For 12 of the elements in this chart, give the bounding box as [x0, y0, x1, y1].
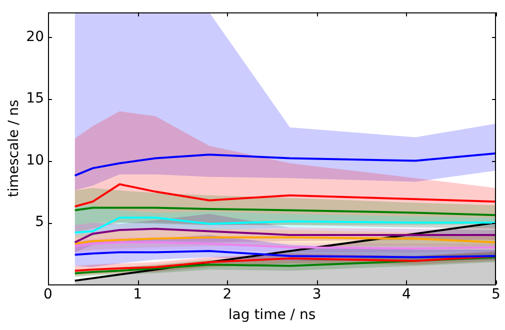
x-tick-label: 2 — [222, 286, 232, 302]
x-tick-label: 1 — [133, 286, 142, 302]
x-tick-label: 0 — [44, 286, 52, 302]
x-tick-label: 4 — [402, 286, 411, 302]
x-tick-label: 5 — [492, 286, 500, 302]
x-tick-label: 3 — [312, 286, 322, 302]
x-axis-title: lag time / ns — [228, 307, 316, 324]
y-tick-label: 20 — [26, 28, 44, 45]
y-tick-label: 15 — [26, 90, 44, 107]
y-tick-label: 5 — [35, 214, 44, 230]
y-axis-title: timescale / ns — [6, 100, 22, 198]
y-tick-label: 10 — [26, 152, 44, 168]
